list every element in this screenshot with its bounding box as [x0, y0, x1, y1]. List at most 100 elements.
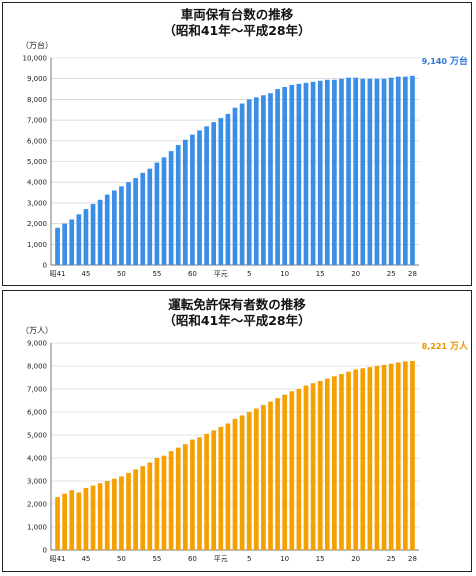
- license-bar: [182, 444, 188, 550]
- vehicle-bar: [353, 77, 359, 265]
- vehicle-y-tick-label: 1,000: [27, 241, 47, 249]
- license-bar: [239, 415, 245, 550]
- license-chart-subtitle: （昭和41年～平成28年）: [163, 313, 311, 328]
- license-bar: [395, 362, 401, 550]
- license-bar: [197, 437, 202, 550]
- license-bar: [261, 405, 266, 550]
- vehicle-bar: [339, 78, 344, 265]
- license-bar: [69, 490, 75, 550]
- license-bar: [339, 374, 344, 550]
- vehicle-bar: [239, 103, 245, 265]
- license-bar: [55, 497, 60, 550]
- vehicle-x-tick-label: 60: [188, 270, 197, 278]
- vehicle-bar: [324, 79, 330, 265]
- license-bar: [161, 455, 167, 550]
- vehicle-bar: [275, 89, 280, 265]
- license-x-tick-label: 平元: [214, 555, 228, 563]
- license-bar: [282, 394, 288, 550]
- vehicle-y-tick-label: 10,000: [23, 55, 48, 63]
- vehicle-bar: [317, 80, 323, 266]
- vehicle-bar: [182, 139, 188, 265]
- vehicle-bar: [62, 223, 67, 265]
- vehicle-bar: [253, 97, 259, 265]
- vehicle-y-tick-label: 2,000: [27, 220, 47, 228]
- vehicle-chart-title-text: 車両保有台数の推移: [180, 7, 294, 22]
- license-x-tick-label: 50: [117, 555, 126, 563]
- vehicle-bar: [97, 199, 103, 265]
- license-bar: [111, 478, 117, 550]
- vehicle-y-tick-label: 7,000: [27, 117, 47, 125]
- vehicle-x-tick-label: 25: [387, 270, 396, 278]
- license-bar: [168, 451, 174, 550]
- vehicle-bar: [211, 122, 217, 265]
- vehicle-bar: [90, 203, 96, 265]
- vehicle-x-tick-label: 15: [316, 270, 325, 278]
- license-y-tick-label: 0: [43, 547, 47, 555]
- vehicle-bar: [55, 227, 60, 265]
- license-bar: [367, 367, 373, 550]
- vehicle-bar: [154, 162, 160, 265]
- vehicle-bar: [388, 77, 394, 265]
- vehicle-bar: [76, 214, 82, 265]
- vehicle-bar: [261, 95, 266, 265]
- vehicle-x-tick-label: 5: [247, 270, 251, 278]
- license-bar: [296, 389, 302, 550]
- license-x-tick-label: 5: [247, 555, 251, 563]
- vehicle-chart-title: 車両保有台数の推移 （昭和41年～平成28年）: [3, 7, 471, 39]
- license-bar: [83, 487, 89, 550]
- license-bar: [353, 369, 359, 550]
- vehicle-bar: [410, 75, 415, 265]
- license-y-tick-label: 9,000: [27, 340, 47, 348]
- license-last-value-annotation: 8,221 万人: [422, 340, 469, 352]
- vehicle-bar: [232, 107, 238, 266]
- license-bar: [346, 371, 351, 550]
- vehicle-bar: [303, 82, 309, 265]
- vehicle-bar: [69, 219, 75, 265]
- license-bar: [388, 363, 394, 550]
- license-bar: [119, 476, 124, 550]
- vehicle-bar: [346, 77, 351, 265]
- vehicle-bar: [310, 81, 316, 266]
- license-bar: [211, 430, 217, 550]
- license-bar: [268, 401, 273, 550]
- license-x-tick-label: 55: [152, 555, 161, 563]
- license-bar: [218, 426, 224, 550]
- license-bar: [140, 466, 146, 550]
- vehicle-bar: [161, 157, 167, 265]
- vehicle-bar: [133, 178, 138, 265]
- license-y-tick-label: 6,000: [27, 409, 47, 417]
- vehicle-x-tick-label: 10: [280, 270, 289, 278]
- vehicle-x-tick-label: 50: [117, 270, 126, 278]
- license-bar: [154, 458, 160, 550]
- vehicle-y-tick-label: 0: [43, 262, 47, 270]
- license-bar: [275, 398, 280, 550]
- vehicle-x-tick-label: 20: [351, 270, 360, 278]
- license-x-tick-label: 25: [387, 555, 396, 563]
- license-chart-title: 運転免許保有者数の推移 （昭和41年～平成28年）: [3, 297, 471, 329]
- license-bar: [360, 368, 366, 550]
- vehicle-bar: [282, 86, 288, 265]
- license-bar: [374, 366, 380, 550]
- vehicle-bar: [296, 83, 302, 265]
- license-bar: [303, 385, 309, 550]
- vehicle-bar: [104, 194, 110, 265]
- license-x-tick-label: 10: [280, 555, 289, 563]
- vehicle-y-tick-label: 3,000: [27, 199, 47, 207]
- vehicle-bar: [332, 79, 337, 265]
- license-y-tick-label: 2,000: [27, 501, 47, 509]
- license-bar: [133, 469, 138, 550]
- license-bar: [126, 472, 131, 550]
- license-x-tick-label: 15: [316, 555, 325, 563]
- vehicle-bar: [168, 151, 174, 265]
- license-bar: [324, 378, 330, 550]
- vehicle-chart-subtitle: （昭和41年～平成28年）: [163, 23, 311, 38]
- vehicle-bar: [190, 134, 195, 265]
- license-bar: [90, 485, 96, 550]
- license-bar: [289, 391, 295, 550]
- license-y-tick-label: 1,000: [27, 524, 47, 532]
- vehicle-bar: [111, 190, 117, 265]
- license-bar: [190, 439, 195, 550]
- license-chart-svg: （万人） 0 1,000 2,000 3,000 4,000 5,000 6,000 7,000…: [21, 326, 469, 563]
- vehicle-x-tick-label: 55: [152, 270, 161, 278]
- vehicle-x-tick-label: 28: [408, 270, 417, 278]
